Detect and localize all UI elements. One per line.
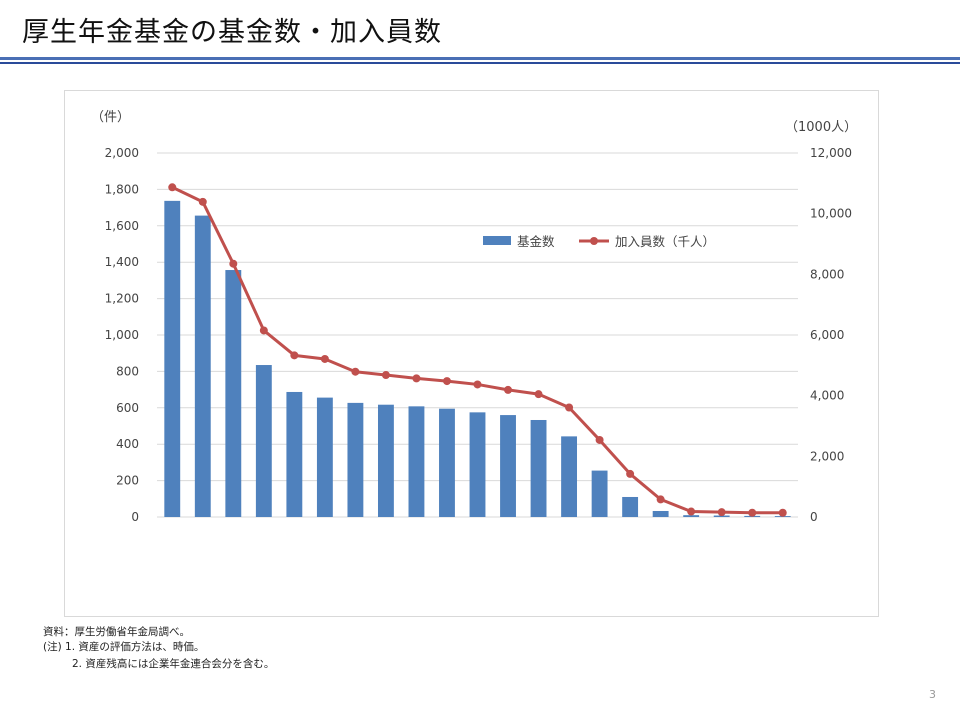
chart: 0 200 400 600 800 1,000 1,200 1,400 1,600 1,800 2,…	[91, 110, 857, 524]
legend-line-label: 加入員数（千人）	[615, 234, 715, 249]
line-point	[320, 354, 329, 363]
right-tick-label: 8,000	[810, 267, 844, 281]
line-point	[198, 197, 207, 206]
right-tick-label: 0	[810, 510, 818, 524]
left-tick-label: 400	[116, 437, 139, 451]
line-point	[381, 371, 390, 380]
note-2: 2. 資産残高には企業年金連合会分を含む。	[72, 658, 275, 670]
line-point	[687, 507, 696, 516]
left-axis-unit-label: （件）	[91, 110, 130, 125]
line-point	[565, 403, 574, 412]
left-tick-label: 600	[116, 401, 139, 415]
right-tick-label: 2,000	[810, 449, 844, 463]
line-point	[534, 390, 543, 399]
bar	[286, 391, 303, 517]
line-point	[290, 351, 299, 360]
line-point	[442, 377, 451, 386]
bar	[683, 515, 700, 517]
right-tick-label: 6,000	[810, 328, 844, 342]
left-tick-label: 1,000	[105, 328, 139, 342]
line-point	[412, 374, 421, 383]
slide-title: 厚生年金基金の基金数・加入員数	[22, 17, 442, 48]
left-tick-label: 800	[116, 364, 139, 378]
line-point	[351, 367, 360, 376]
line-point	[656, 495, 665, 504]
line-point	[473, 380, 482, 389]
right-tick-label: 4,000	[810, 389, 844, 403]
left-tick-label: 1,400	[105, 255, 139, 269]
bar	[225, 270, 242, 517]
left-tick-label: 200	[116, 474, 139, 488]
note-1: (注) 1. 資産の評価方法は、時価。	[43, 641, 205, 653]
bar	[347, 402, 364, 517]
line-point	[778, 508, 787, 517]
right-tick-label: 12,000	[810, 146, 852, 160]
bar	[377, 404, 394, 517]
left-tick-label: 1,600	[105, 219, 139, 233]
bar	[713, 515, 730, 517]
legend: 基金数 加入員数（千人）	[483, 234, 715, 249]
bar	[591, 470, 608, 517]
bar	[500, 415, 516, 517]
line-point	[717, 508, 726, 517]
right-axis-unit-label: （1000人）	[785, 120, 857, 135]
bar	[164, 200, 181, 517]
line-point	[748, 508, 757, 517]
left-tick-label: 1,800	[105, 182, 139, 196]
line-point	[168, 183, 177, 192]
bar	[439, 408, 455, 517]
legend-line-marker	[590, 237, 598, 245]
bar	[652, 510, 669, 517]
chart-frame: 0 200 400 600 800 1,000 1,200 1,400 1,600 1,800 2,…	[64, 90, 879, 617]
line-point	[504, 385, 513, 394]
line-point	[595, 435, 604, 444]
axis-layer: 0 200 400 600 800 1,000 1,200 1,400 1,600 1,800 2,…	[91, 110, 857, 524]
line-point	[626, 469, 635, 478]
left-tick-label: 1,200	[105, 292, 139, 306]
left-tick-label: 2,000	[105, 146, 139, 160]
legend-bar-label: 基金数	[517, 234, 555, 249]
title-rule-top	[0, 57, 960, 60]
source-note: 資料：厚生労働省年金局調べ。	[43, 626, 190, 638]
line-point	[259, 326, 268, 335]
left-tick-label: 0	[131, 510, 139, 524]
bar	[255, 365, 272, 517]
line-series	[168, 183, 787, 517]
bar	[408, 406, 425, 517]
bar-series	[164, 200, 791, 517]
title-rule-bottom	[0, 62, 960, 64]
bar	[622, 496, 639, 517]
bar	[194, 215, 211, 517]
bar	[469, 412, 486, 517]
page-number: 3	[929, 688, 936, 701]
right-tick-label: 10,000	[810, 207, 852, 221]
bar	[561, 436, 578, 517]
bar	[530, 419, 547, 517]
line-point	[229, 259, 238, 268]
bar	[316, 397, 333, 517]
legend-bar-swatch	[483, 236, 511, 245]
